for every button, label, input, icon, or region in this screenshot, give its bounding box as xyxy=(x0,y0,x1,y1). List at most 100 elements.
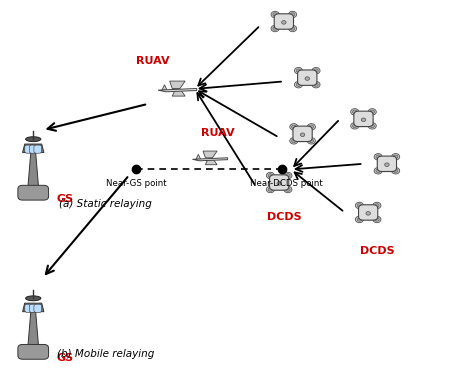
Circle shape xyxy=(289,11,297,18)
FancyBboxPatch shape xyxy=(274,14,293,29)
Circle shape xyxy=(271,11,279,18)
Circle shape xyxy=(373,202,381,209)
Circle shape xyxy=(374,204,379,207)
Circle shape xyxy=(273,27,277,30)
Circle shape xyxy=(309,139,314,142)
Circle shape xyxy=(312,81,320,88)
Circle shape xyxy=(361,118,366,122)
Circle shape xyxy=(286,188,290,191)
Circle shape xyxy=(314,83,318,87)
Circle shape xyxy=(392,168,400,174)
Circle shape xyxy=(376,155,381,158)
Text: DCDS: DCDS xyxy=(360,246,395,256)
Circle shape xyxy=(368,109,376,115)
Polygon shape xyxy=(28,152,39,189)
Circle shape xyxy=(357,218,362,221)
Circle shape xyxy=(296,69,301,73)
Ellipse shape xyxy=(26,137,41,142)
Circle shape xyxy=(374,154,382,160)
Text: RUAV: RUAV xyxy=(136,57,170,66)
Text: GS: GS xyxy=(57,353,74,363)
FancyBboxPatch shape xyxy=(29,304,37,312)
Circle shape xyxy=(266,186,274,193)
Circle shape xyxy=(286,174,290,177)
Circle shape xyxy=(277,182,282,185)
Polygon shape xyxy=(203,151,217,158)
Circle shape xyxy=(370,110,374,114)
Circle shape xyxy=(294,67,302,74)
Circle shape xyxy=(271,25,279,32)
FancyBboxPatch shape xyxy=(29,145,37,153)
Polygon shape xyxy=(158,89,197,92)
Circle shape xyxy=(392,154,400,160)
Circle shape xyxy=(291,13,295,16)
Circle shape xyxy=(366,212,370,215)
Polygon shape xyxy=(23,303,44,312)
FancyBboxPatch shape xyxy=(270,175,289,190)
Circle shape xyxy=(374,218,379,221)
Circle shape xyxy=(357,204,362,207)
Polygon shape xyxy=(162,85,167,90)
Circle shape xyxy=(353,124,357,128)
FancyBboxPatch shape xyxy=(358,205,378,220)
Circle shape xyxy=(294,81,302,88)
Circle shape xyxy=(370,124,374,128)
Polygon shape xyxy=(192,158,228,161)
Circle shape xyxy=(284,172,292,179)
Circle shape xyxy=(356,216,364,223)
Circle shape xyxy=(309,125,314,129)
Circle shape xyxy=(290,138,298,144)
Circle shape xyxy=(273,13,277,16)
Text: RUAV: RUAV xyxy=(201,128,235,138)
Text: Near-DCDS point: Near-DCDS point xyxy=(250,179,323,188)
Circle shape xyxy=(351,109,359,115)
FancyBboxPatch shape xyxy=(18,185,48,200)
Circle shape xyxy=(291,27,295,30)
Circle shape xyxy=(289,25,297,32)
FancyBboxPatch shape xyxy=(25,304,33,312)
FancyBboxPatch shape xyxy=(25,145,33,153)
Circle shape xyxy=(290,124,298,130)
Text: (b) Mobile relaying: (b) Mobile relaying xyxy=(57,349,155,359)
Circle shape xyxy=(353,110,357,114)
Circle shape xyxy=(268,174,273,177)
Circle shape xyxy=(376,169,381,173)
Circle shape xyxy=(373,216,381,223)
Circle shape xyxy=(301,133,305,136)
Circle shape xyxy=(314,69,318,73)
FancyBboxPatch shape xyxy=(34,304,42,312)
Circle shape xyxy=(312,67,320,74)
Circle shape xyxy=(268,188,273,191)
FancyBboxPatch shape xyxy=(377,156,397,171)
Circle shape xyxy=(305,77,310,80)
Circle shape xyxy=(385,163,389,166)
Text: DCDS: DCDS xyxy=(266,212,301,222)
Polygon shape xyxy=(170,81,185,89)
Circle shape xyxy=(307,124,315,130)
Polygon shape xyxy=(172,90,185,96)
Circle shape xyxy=(266,172,274,179)
Circle shape xyxy=(296,83,301,87)
Circle shape xyxy=(282,21,286,24)
Polygon shape xyxy=(23,144,44,152)
FancyBboxPatch shape xyxy=(18,344,48,359)
Circle shape xyxy=(351,123,359,129)
Ellipse shape xyxy=(26,296,41,301)
Polygon shape xyxy=(28,312,39,348)
Text: GS: GS xyxy=(57,194,74,204)
Text: (a) Static relaying: (a) Static relaying xyxy=(59,200,152,209)
Circle shape xyxy=(393,155,398,158)
Polygon shape xyxy=(196,154,201,159)
Circle shape xyxy=(292,139,296,142)
Circle shape xyxy=(307,138,315,144)
FancyBboxPatch shape xyxy=(293,126,312,141)
Circle shape xyxy=(393,169,398,173)
Circle shape xyxy=(374,168,382,174)
FancyBboxPatch shape xyxy=(298,70,317,86)
Circle shape xyxy=(292,125,296,129)
Circle shape xyxy=(284,186,292,193)
FancyBboxPatch shape xyxy=(34,145,42,153)
Circle shape xyxy=(356,202,364,209)
Polygon shape xyxy=(205,160,217,165)
Text: Near-GS point: Near-GS point xyxy=(106,179,166,188)
